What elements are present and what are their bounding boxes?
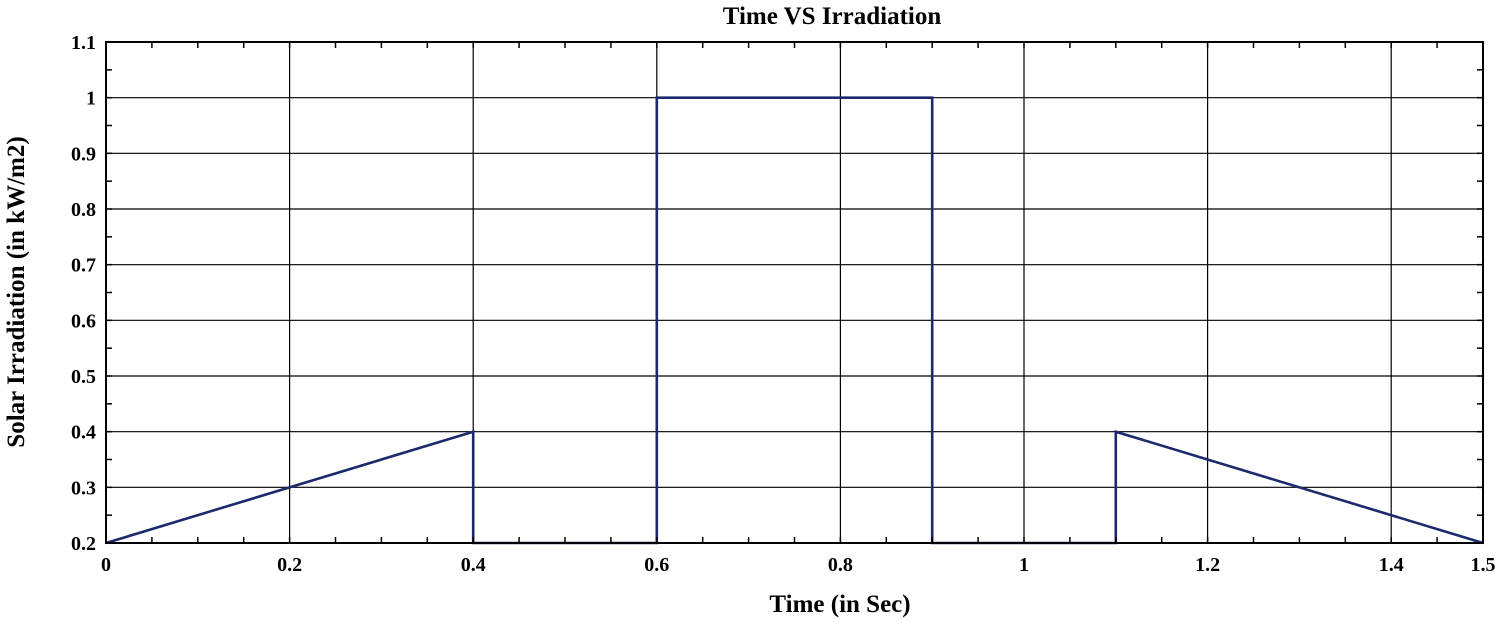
x-axis-label: Time (in Sec) <box>769 591 910 618</box>
x-tick-label: 0.8 <box>828 554 853 576</box>
x-tick-labels: 0 0.2 0.4 0.6 0.8 1 1.2 1.4 1.5 <box>101 554 1496 576</box>
x-tick-label: 1.4 <box>1379 554 1404 576</box>
x-tick-label: 1.2 <box>1195 554 1220 576</box>
y-tick-label: 0.4 <box>71 422 96 444</box>
y-tick-labels: 0.2 0.3 0.4 0.5 0.6 0.7 0.8 0.9 1 1.1 <box>71 32 96 555</box>
y-tick-label: 1.1 <box>71 32 96 54</box>
axis-ticks <box>105 41 1484 544</box>
y-tick-label: 0.5 <box>71 366 96 388</box>
x-tick-label: 0.2 <box>277 554 302 576</box>
irradiation-series-line <box>105 96 1484 545</box>
x-tick-label: 0.6 <box>644 554 669 576</box>
plot-frame <box>105 41 1484 544</box>
grid-lines <box>106 42 1483 543</box>
chart-title: Time VS Irradiation <box>723 3 942 30</box>
x-tick-label: 0 <box>101 554 111 576</box>
y-tick-label: 0.6 <box>71 310 96 332</box>
x-tick-label: 0.4 <box>461 554 486 576</box>
y-tick-label: 0.8 <box>71 199 96 221</box>
y-tick-label: 0.7 <box>71 255 96 277</box>
x-tick-label: 1 <box>1019 554 1029 576</box>
y-tick-label: 1 <box>86 88 96 110</box>
y-tick-label: 0.2 <box>71 533 96 555</box>
x-tick-label: 1.5 <box>1471 554 1496 576</box>
y-tick-label: 0.9 <box>71 143 96 165</box>
series-layer <box>105 96 1484 545</box>
y-tick-label: 0.3 <box>71 477 96 499</box>
y-axis-label: Solar Irradiation (in kW/m2) <box>3 136 30 447</box>
